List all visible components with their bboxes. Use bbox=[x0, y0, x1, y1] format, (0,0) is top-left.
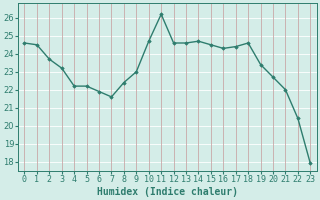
X-axis label: Humidex (Indice chaleur): Humidex (Indice chaleur) bbox=[97, 186, 238, 197]
